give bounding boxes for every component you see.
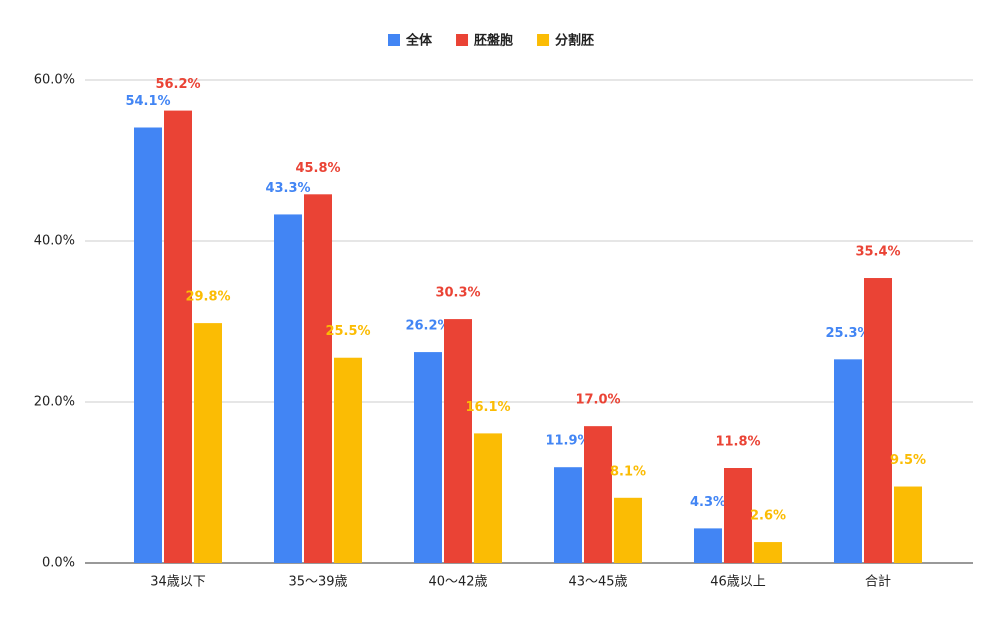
- value-label: 17.0%: [575, 393, 620, 408]
- y-tick-label: 60.0%: [34, 73, 75, 88]
- x-tick-label: 46歳以上: [710, 575, 766, 590]
- value-label: 2.6%: [750, 509, 786, 524]
- bar: [414, 352, 442, 563]
- x-tick-label: 34歳以下: [150, 575, 206, 590]
- legend-label: 分割胚: [555, 33, 594, 49]
- legend-label: 全体: [405, 33, 433, 49]
- value-label: 35.4%: [855, 245, 900, 260]
- bar: [864, 278, 892, 563]
- value-label: 25.3%: [825, 326, 870, 341]
- bar: [834, 359, 862, 563]
- bar: [754, 542, 782, 563]
- value-label: 56.2%: [155, 77, 200, 92]
- bar: [584, 426, 612, 563]
- legend-swatch: [456, 34, 469, 46]
- bar: [724, 468, 752, 563]
- value-label: 16.1%: [465, 400, 510, 415]
- legend-swatch: [537, 34, 550, 46]
- value-label: 29.8%: [185, 290, 230, 305]
- value-label: 8.1%: [610, 464, 646, 479]
- x-tick-label: 40〜42歳: [428, 575, 487, 590]
- bar: [134, 127, 162, 564]
- y-tick-label: 40.0%: [34, 234, 75, 249]
- value-label: 45.8%: [295, 161, 340, 176]
- value-label: 30.3%: [435, 286, 480, 301]
- bar: [614, 497, 642, 563]
- bar: [474, 433, 502, 563]
- y-tick-label: 20.0%: [34, 395, 75, 410]
- bar: [444, 319, 472, 563]
- bar: [164, 110, 192, 563]
- value-label: 43.3%: [265, 181, 310, 196]
- x-tick-label: 35〜39歳: [288, 575, 347, 590]
- x-tick-label: 合計: [865, 574, 891, 590]
- value-label: 11.8%: [715, 435, 760, 450]
- bar: [894, 486, 922, 563]
- bar: [304, 194, 332, 563]
- bar: [274, 214, 302, 563]
- value-label: 26.2%: [405, 319, 450, 334]
- legend-label: 胚盤胞: [474, 33, 513, 49]
- value-label: 25.5%: [325, 324, 370, 339]
- bar: [694, 528, 722, 563]
- legend-swatch: [388, 34, 400, 46]
- value-label: 9.5%: [890, 453, 926, 468]
- value-label: 54.1%: [125, 94, 170, 109]
- x-tick-label: 43〜45歳: [568, 575, 627, 590]
- bar: [554, 467, 582, 563]
- bar: [194, 323, 222, 563]
- value-label: 4.3%: [690, 495, 726, 510]
- y-tick-label: 0.0%: [42, 556, 75, 571]
- value-label: 11.9%: [545, 434, 590, 449]
- bar: [334, 357, 362, 563]
